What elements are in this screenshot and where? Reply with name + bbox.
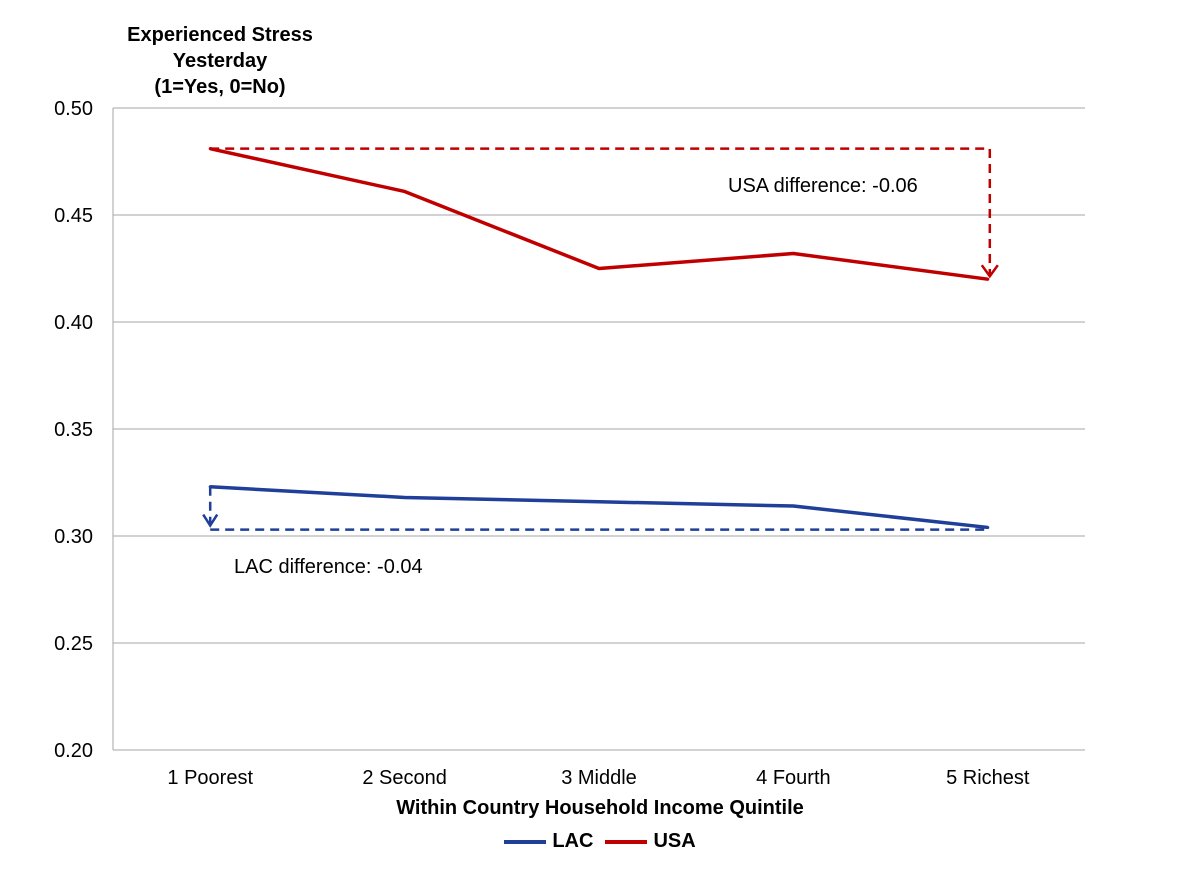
y-tick-label-4: 0.40	[54, 312, 93, 334]
usa-difference-label: USA difference: -0.06	[728, 175, 918, 197]
y-tick-label-6: 0.50	[54, 98, 93, 120]
series-line-lac	[210, 485, 988, 530]
x-tick-labels: 1 Poorest 2 Second 3 Middle 4 Fourth 5 Riche…	[167, 767, 1030, 789]
legend-item-usa: USA	[605, 830, 696, 853]
y-axis-title-line-2: Yesterday	[172, 50, 268, 72]
point-usa-4	[986, 277, 990, 281]
legend-label-lac: LAC	[552, 830, 594, 852]
y-axis-title-line-1: Experienced Stress	[127, 24, 313, 46]
point-lac-3	[791, 504, 795, 508]
point-usa-0	[208, 147, 212, 151]
x-tick-label-3: 4 Fourth	[756, 767, 830, 789]
y-tick-label-2: 0.30	[54, 526, 93, 548]
usa-difference-line	[210, 147, 992, 276]
y-axis-title-line-3: (1=Yes, 0=No)	[154, 76, 286, 98]
y-axis-title: Experienced Stress Yesterday (1=Yes, 0=N…	[60, 22, 380, 100]
y-tick-label-1: 0.25	[54, 633, 93, 655]
point-usa-2	[597, 267, 601, 270]
gridlines	[112, 107, 1085, 751]
x-axis-title: Within Country Household Income Quintile	[396, 797, 804, 819]
legend-label-usa: USA	[653, 830, 696, 852]
y-tick-labels: 0.20 0.25 0.30 0.35 0.40 0.45 0.50	[54, 98, 93, 762]
point-usa-3	[791, 252, 795, 256]
point-lac-1	[403, 495, 407, 499]
legend-swatch-lac	[504, 839, 547, 844]
point-lac-2	[597, 500, 601, 504]
usa-difference-arrow	[980, 264, 999, 279]
difference-annotations	[202, 147, 999, 531]
legend-swatch-usa	[605, 839, 648, 844]
y-tick-label-3: 0.35	[54, 419, 93, 441]
series-line-usa	[209, 146, 989, 281]
lac-difference-label: LAC difference: -0.04	[234, 556, 423, 578]
point-lac-0	[208, 485, 212, 489]
y-tick-label-5: 0.45	[54, 205, 93, 227]
point-lac-4	[986, 525, 990, 529]
y-tick-label-0: 0.20	[54, 740, 93, 762]
x-tick-label-2: 3 Middle	[561, 767, 637, 789]
legend: LAC USA	[0, 830, 1200, 853]
x-tick-label-0: 1 Poorest	[167, 767, 253, 789]
lac-difference-arrow	[202, 513, 219, 528]
series-lines	[208, 146, 990, 530]
legend-item-lac: LAC	[504, 830, 593, 853]
point-usa-1	[403, 189, 407, 193]
x-tick-label-4: 5 Richest	[946, 767, 1030, 789]
x-tick-label-1: 2 Second	[362, 767, 447, 789]
